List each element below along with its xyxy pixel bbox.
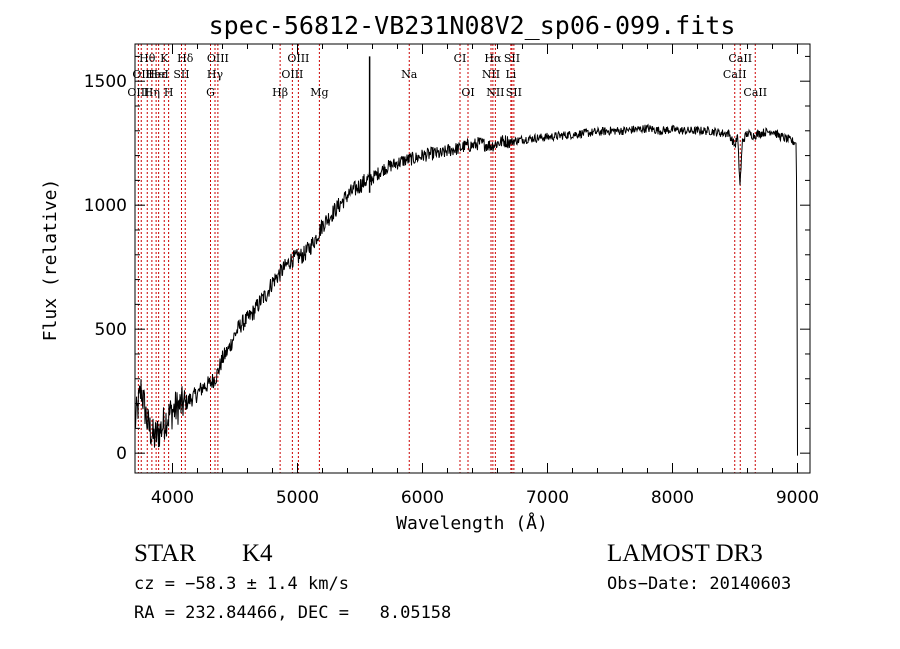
line-label: G bbox=[206, 86, 215, 99]
line-label: Mg bbox=[310, 86, 328, 99]
line-label: HeI bbox=[148, 68, 168, 81]
x-tick-label: 4000 bbox=[151, 488, 194, 508]
line-label: Hη bbox=[144, 86, 160, 99]
line-label: OI bbox=[461, 86, 474, 99]
redshift-text: cz = −58.3 ± 1.4 km/s bbox=[134, 574, 349, 594]
line-label: NII bbox=[482, 68, 500, 81]
flux-series-line bbox=[134, 123, 798, 456]
line-label: Hβ bbox=[272, 86, 288, 99]
x-tick-label: 6000 bbox=[401, 488, 444, 508]
x-axis-label: Wavelength (Å) bbox=[396, 512, 548, 534]
y-tick-label: 1000 bbox=[84, 196, 127, 216]
line-label: OIII bbox=[127, 86, 149, 99]
x-tick-label: 7000 bbox=[526, 488, 569, 508]
x-tick-label: 5000 bbox=[276, 488, 319, 508]
line-label: H bbox=[164, 86, 174, 99]
line-markers bbox=[137, 44, 756, 473]
line-label: OIII bbox=[207, 52, 229, 65]
y-tick-label: 1500 bbox=[84, 72, 127, 92]
line-label: Hδ bbox=[177, 52, 194, 65]
line-label: K bbox=[160, 52, 169, 65]
line-label: Heε bbox=[145, 68, 167, 81]
obs-date-text: Obs−Date: 20140603 bbox=[607, 574, 792, 594]
line-label: CaII bbox=[723, 68, 747, 81]
subclass-label: K4 bbox=[242, 540, 273, 567]
line-label: SII bbox=[506, 86, 522, 99]
line-label: OIII bbox=[287, 52, 309, 65]
plot-frame bbox=[134, 43, 811, 474]
line-label: SII bbox=[504, 52, 520, 65]
survey-label: LAMOST DR3 bbox=[607, 540, 763, 567]
line-label: Hγ bbox=[207, 68, 224, 81]
line-label: Na bbox=[401, 68, 418, 81]
line-label: Li bbox=[505, 68, 516, 81]
line-label: OII bbox=[132, 68, 150, 81]
line-label: OIII bbox=[281, 68, 303, 81]
coordinates-text: RA = 232.84466, DEC = 8.05158 bbox=[134, 603, 452, 623]
line-label: CI bbox=[454, 52, 467, 65]
line-label: NII bbox=[486, 86, 504, 99]
series-group bbox=[134, 56, 798, 456]
y-tick-label: 0 bbox=[116, 444, 127, 464]
y-axis-label: Flux (relative) bbox=[40, 179, 61, 342]
chart-title: spec-56812-VB231N08V2_sp06-099.fits bbox=[209, 11, 736, 40]
x-axis-ticks: 4000 5000 6000 7000 8000 9000 bbox=[151, 44, 819, 508]
y-tick-label: 500 bbox=[95, 320, 127, 340]
line-label: Hθ bbox=[139, 52, 156, 65]
line-label: SII bbox=[173, 68, 189, 81]
line-label: Hα bbox=[484, 52, 502, 65]
class-label: STAR bbox=[134, 540, 196, 567]
x-tick-label: 8000 bbox=[651, 488, 694, 508]
line-label: CaII bbox=[728, 52, 752, 65]
y-axis-ticks: 0 500 1000 1500 bbox=[84, 55, 810, 464]
line-label: CaII bbox=[743, 86, 767, 99]
x-tick-label: 9000 bbox=[776, 488, 819, 508]
